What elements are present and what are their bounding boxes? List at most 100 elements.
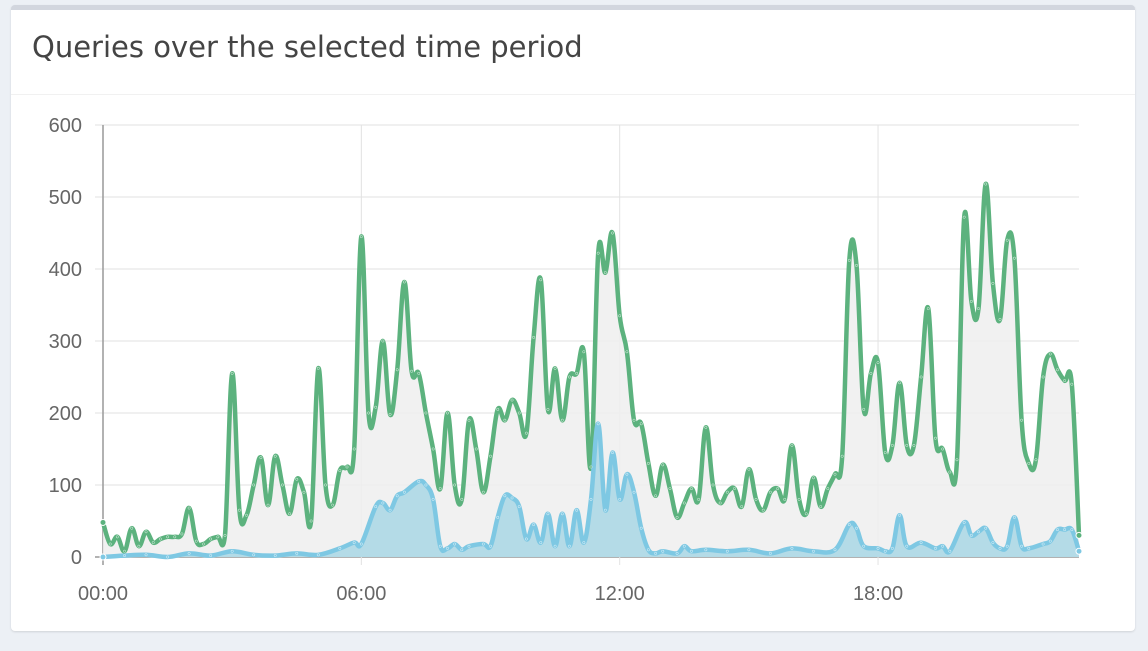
data-point-total[interactable] [1013, 256, 1016, 260]
data-point-total[interactable] [324, 483, 327, 487]
data-point-total[interactable] [618, 314, 622, 318]
data-point-total[interactable] [237, 508, 241, 512]
data-point-blocked[interactable] [962, 521, 966, 524]
data-point-total[interactable] [611, 231, 614, 235]
data-point-blocked[interactable] [603, 508, 607, 512]
data-point-total[interactable] [417, 371, 421, 375]
data-point-blocked[interactable] [417, 479, 421, 483]
data-point-blocked[interactable] [632, 490, 636, 494]
data-point-blocked[interactable] [209, 554, 213, 557]
data-point-total[interactable] [697, 497, 701, 501]
data-point-total[interactable] [1041, 375, 1045, 379]
data-point-total[interactable] [819, 505, 823, 508]
data-point-total[interactable] [761, 508, 765, 512]
data-point-total[interactable] [532, 335, 535, 339]
data-point-total[interactable] [826, 487, 830, 490]
data-point-blocked[interactable] [496, 516, 500, 519]
data-point-blocked[interactable] [589, 497, 593, 501]
data-point-total[interactable] [288, 512, 291, 516]
data-point-blocked[interactable] [539, 541, 543, 544]
data-point-blocked[interactable] [187, 552, 191, 555]
data-point-blocked[interactable] [625, 472, 629, 476]
data-point-total[interactable] [955, 458, 959, 462]
data-point-total[interactable] [740, 505, 744, 508]
data-point-total[interactable] [596, 251, 600, 255]
data-point-total[interactable] [539, 278, 543, 282]
data-point-blocked[interactable] [855, 526, 858, 530]
data-point-blocked[interactable] [1048, 539, 1052, 543]
data-point-blocked[interactable] [481, 542, 485, 546]
data-point-blocked[interactable] [374, 505, 378, 508]
data-point-blocked[interactable] [166, 555, 169, 559]
data-point-blocked[interactable] [359, 542, 363, 546]
data-point-total[interactable] [977, 307, 980, 310]
data-point-total[interactable] [144, 530, 148, 534]
data-point-total[interactable] [668, 487, 672, 490]
data-point-total[interactable] [510, 398, 514, 402]
data-point-total[interactable] [991, 281, 995, 285]
data-point-total[interactable] [898, 381, 901, 385]
data-point-blocked[interactable] [316, 553, 320, 557]
data-point-total[interactable] [1034, 458, 1038, 462]
data-point-total[interactable] [1063, 379, 1067, 382]
data-point-total[interactable] [352, 447, 356, 451]
data-point-total[interactable] [718, 501, 722, 505]
data-point-total[interactable] [869, 371, 873, 375]
data-point-total[interactable] [453, 483, 457, 487]
data-point-total[interactable] [130, 526, 134, 530]
data-point-blocked[interactable] [338, 546, 342, 550]
data-point-total[interactable] [309, 519, 313, 523]
data-point-blocked[interactable] [403, 490, 406, 494]
data-point-blocked[interactable] [675, 552, 679, 555]
data-point-total[interactable] [776, 487, 779, 490]
data-point-blocked[interactable] [905, 544, 909, 548]
data-point-total[interactable] [381, 339, 385, 343]
data-point-blocked[interactable] [647, 548, 650, 552]
data-point-blocked[interactable] [575, 508, 579, 512]
data-point-total[interactable] [647, 461, 650, 465]
data-point-total[interactable] [123, 549, 126, 553]
data-point-total[interactable] [847, 258, 851, 262]
data-point-total[interactable] [467, 418, 471, 422]
data-point-blocked[interactable] [438, 544, 442, 548]
data-point-blocked[interactable] [517, 505, 521, 508]
data-point-total[interactable] [862, 407, 866, 411]
data-point-blocked[interactable] [812, 549, 815, 553]
data-point-total[interactable] [661, 463, 665, 467]
data-point-total[interactable] [166, 535, 169, 539]
data-point-blocked[interactable] [295, 552, 299, 555]
data-point-total[interactable] [1056, 368, 1059, 372]
data-point-blocked[interactable] [1063, 528, 1067, 532]
data-point-total[interactable] [553, 366, 557, 370]
data-point-total[interactable] [374, 405, 378, 409]
data-point-blocked[interactable] [352, 541, 356, 544]
data-point-total[interactable] [1070, 382, 1074, 386]
data-point-total[interactable] [998, 317, 1002, 321]
data-point-total[interactable] [984, 182, 988, 186]
data-point-total[interactable] [496, 407, 500, 411]
data-point-blocked[interactable] [424, 483, 428, 487]
data-point-blocked[interactable] [1027, 546, 1031, 550]
data-point-total[interactable] [754, 497, 758, 501]
data-point-blocked[interactable] [941, 544, 945, 548]
data-point-blocked[interactable] [862, 544, 866, 548]
data-point-total[interactable] [230, 371, 234, 375]
data-point-blocked[interactable] [1056, 528, 1059, 532]
data-point-total[interactable] [969, 299, 973, 303]
data-point-total[interactable] [446, 411, 449, 415]
data-point-blocked[interactable] [747, 548, 751, 552]
data-point-total[interactable] [625, 350, 629, 354]
data-point-blocked[interactable] [1020, 544, 1023, 548]
data-point-blocked[interactable] [388, 508, 392, 512]
data-point-blocked[interactable] [618, 497, 622, 501]
data-point-total[interactable] [790, 443, 794, 447]
data-point-blocked[interactable] [252, 553, 256, 557]
data-point-total[interactable] [517, 411, 521, 415]
data-point-total[interactable] [962, 215, 966, 219]
data-point-total[interactable] [589, 465, 593, 469]
data-point-total[interactable] [281, 483, 284, 487]
data-point-total[interactable] [769, 490, 772, 494]
data-point-blocked[interactable] [1070, 528, 1074, 532]
data-point-blocked[interactable] [431, 497, 435, 501]
data-point-total[interactable] [245, 513, 248, 517]
